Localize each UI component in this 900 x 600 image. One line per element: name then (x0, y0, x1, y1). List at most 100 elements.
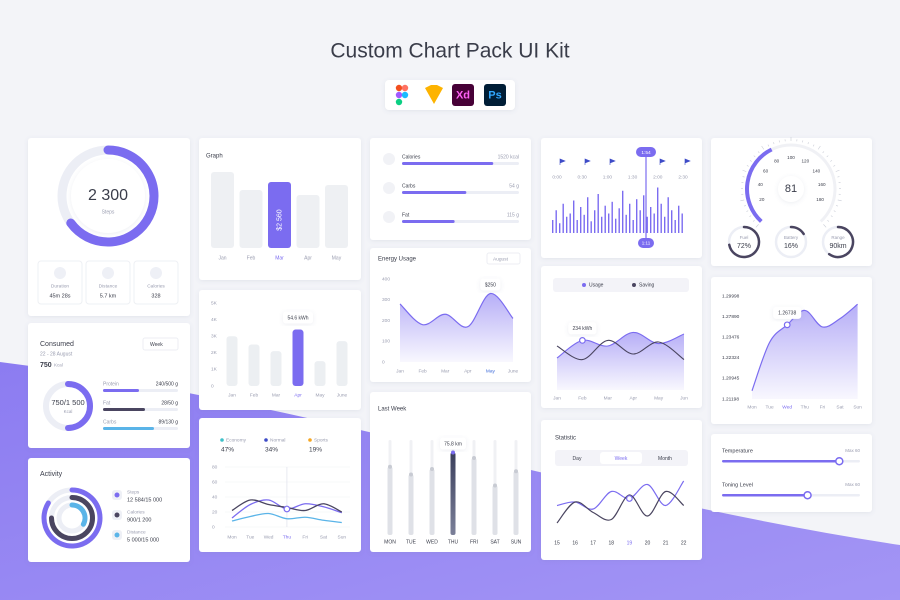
gauge-tick (749, 160, 752, 162)
ring-progress (827, 225, 855, 259)
bar (615, 218, 617, 233)
gauge-tick-label: 20 (759, 197, 765, 202)
card (28, 323, 190, 448)
flag (609, 158, 616, 165)
bar (597, 194, 599, 233)
bar (429, 469, 435, 535)
item-value: 1520 kcal (498, 154, 519, 160)
gauge-tick-label: 160 (818, 182, 826, 187)
gauge-tick (761, 145, 765, 150)
bar (248, 344, 260, 386)
bar (573, 200, 575, 233)
area (752, 304, 858, 399)
progress-bar (402, 191, 467, 194)
x-tick-label: June (508, 368, 519, 374)
marker-label: 1:11 (642, 241, 651, 246)
flag (659, 158, 666, 165)
gauge-tick (749, 215, 752, 218)
y-tick-label: 40 (212, 494, 218, 500)
gauge-tick (757, 151, 760, 154)
stat-label: Calories (147, 283, 165, 289)
x-tick-label: Wed (782, 404, 792, 410)
y-tick-label: 1.22324 (722, 355, 740, 361)
marker-badge (636, 147, 656, 157)
item-icon (383, 153, 395, 165)
bar (576, 220, 578, 233)
ring-progress (789, 225, 805, 236)
area (557, 332, 684, 390)
x-tick-label: 19 (627, 540, 633, 546)
flag (684, 158, 691, 165)
y-tick-label: 1.29998 (722, 293, 740, 299)
y-tick-label: 60 (212, 479, 218, 485)
stat-label: Distance (99, 283, 118, 289)
x-tick-label: Apr (294, 392, 302, 398)
card-title: Last Week (378, 407, 407, 413)
gauge-tick (823, 224, 827, 228)
card-title: Graph (206, 154, 223, 160)
x-tick-label: SUN (511, 539, 522, 545)
gauge-tick (830, 160, 833, 162)
tooltip: 75.8 km (444, 441, 462, 447)
gauge-tick (807, 142, 809, 145)
bar (632, 220, 634, 233)
x-tick-label: Jan (396, 368, 404, 374)
y-tick-label: 1.27890 (722, 314, 740, 320)
slider-fill (722, 494, 808, 497)
slider-handle (803, 490, 812, 500)
bar (239, 190, 263, 248)
bar (639, 210, 641, 233)
ring-progress (66, 145, 159, 247)
ring-progress (69, 502, 88, 527)
gauge-tick (746, 165, 749, 167)
progress-bar (103, 408, 145, 411)
y-tick-label: 1.21198 (722, 396, 739, 402)
card (541, 138, 702, 258)
legend-share: 47% (221, 447, 234, 454)
gauge-tick-label: 100 (787, 155, 795, 160)
bar (387, 466, 393, 535)
bar (587, 197, 589, 233)
tooltip-box (283, 311, 313, 324)
gauge-tick (833, 210, 836, 212)
bar (625, 214, 627, 233)
stat-value: 45m 28s (49, 293, 70, 299)
item-icon-dot (114, 512, 120, 518)
area (400, 293, 513, 362)
legend-label: Saving (639, 282, 655, 288)
bar (657, 187, 659, 233)
tab-active (600, 452, 642, 464)
x-tick-label: Mar (441, 368, 450, 374)
bar-dot (472, 456, 476, 460)
x-tick-label: Feb (578, 395, 587, 401)
x-tick-label: May (486, 368, 496, 374)
y-tick-label: 80 (212, 464, 218, 470)
y-tick-label: 300 (382, 297, 390, 303)
legend-share: 19% (309, 447, 322, 454)
bar (646, 216, 648, 233)
item-name: Fat (103, 400, 111, 406)
x-tick-label: Sun (338, 534, 347, 540)
x-tick-label: Mar (275, 255, 284, 261)
tooltip: $250 (485, 282, 496, 288)
x-tick-label: THU (448, 539, 459, 545)
x-tick-label: TUE (406, 539, 417, 545)
bar (594, 210, 596, 233)
gauge-tick (835, 169, 840, 172)
slider-fill (722, 460, 840, 463)
bar (601, 216, 603, 233)
gauge-tick (830, 215, 833, 218)
tooltip-box (440, 437, 466, 450)
stat-value: 5.7 km (100, 293, 117, 299)
steps-value: 2 300 (88, 187, 128, 204)
progress-bar (402, 162, 494, 165)
card-title: Statistic (555, 436, 576, 442)
y-tick-label: 0 (212, 524, 215, 530)
x-tick-label: Jan (218, 255, 226, 261)
x-tick-label: May (654, 395, 664, 401)
bar (611, 201, 613, 233)
y-tick-label: 0 (211, 383, 214, 389)
highlight-dot (579, 337, 586, 344)
marker-badge (638, 238, 654, 248)
gauge-tick-label: 180 (816, 197, 824, 202)
